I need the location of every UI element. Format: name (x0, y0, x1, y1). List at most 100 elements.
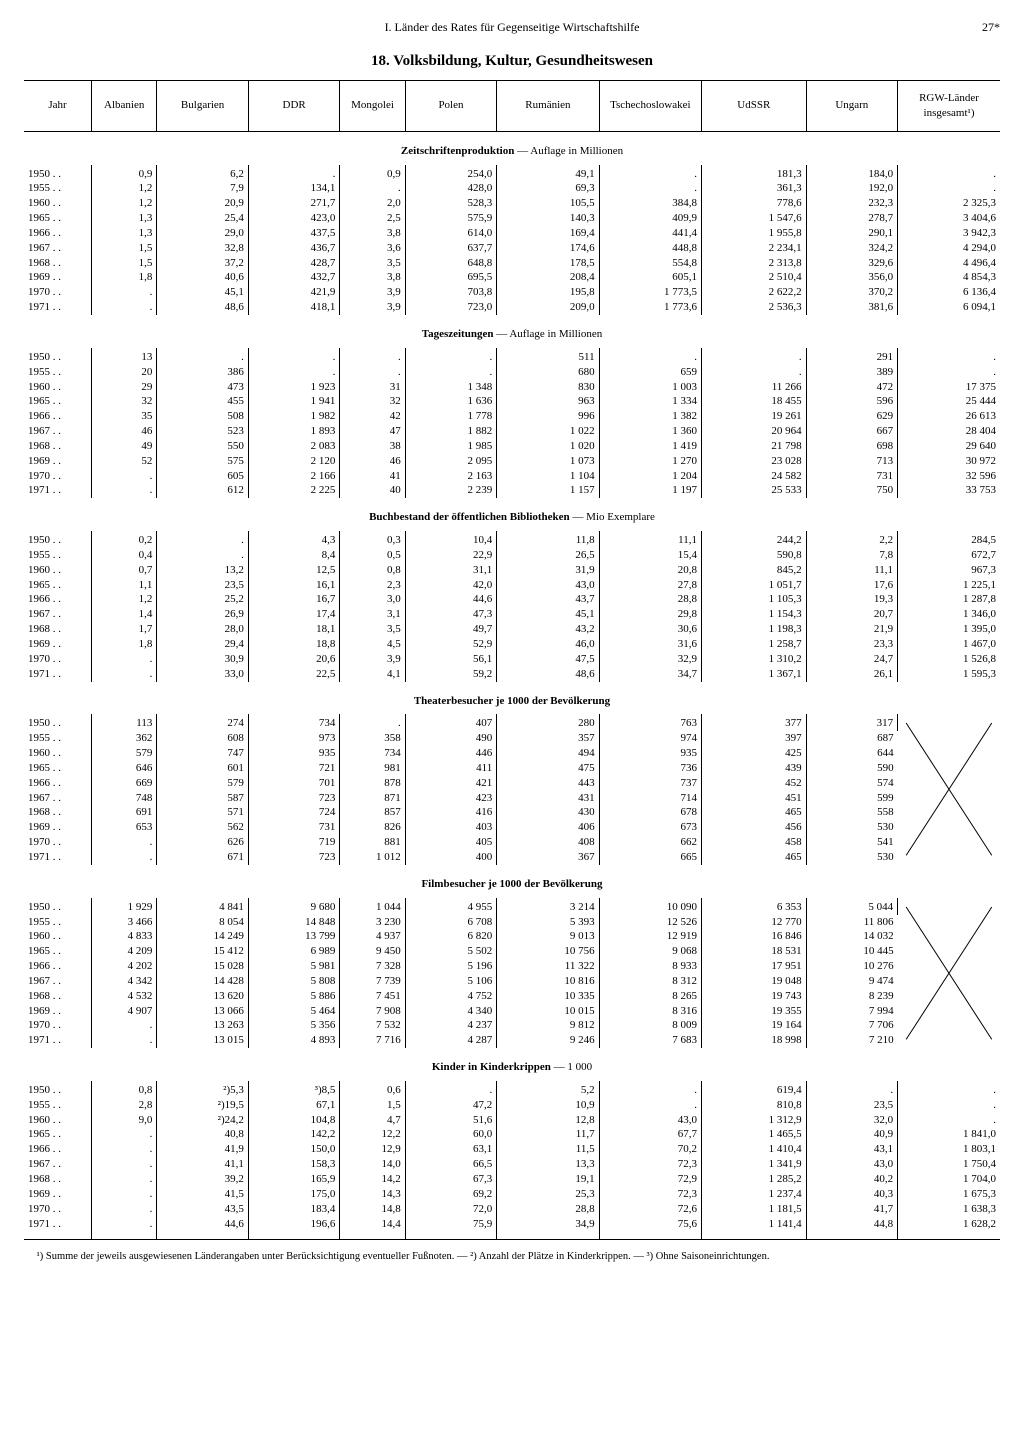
data-cell: 723,0 (405, 300, 497, 315)
data-cell: 377 (702, 714, 807, 731)
data-cell: . (898, 348, 1000, 365)
data-cell: 11,1 (806, 563, 898, 578)
data-cell: 280 (497, 714, 599, 731)
data-cell: 1 467,0 (898, 637, 1000, 652)
col-header: Alba­nien (92, 81, 157, 132)
data-cell: 291 (806, 348, 898, 365)
data-cell: 3,8 (340, 270, 405, 285)
data-cell: 11 806 (806, 915, 898, 930)
data-cell: 1 105,3 (702, 592, 807, 607)
data-cell: 18 531 (702, 944, 807, 959)
data-cell: 458 (702, 835, 807, 850)
data-cell: . (405, 365, 497, 380)
data-cell: 1 341,9 (702, 1157, 807, 1172)
data-cell: 7 683 (599, 1033, 701, 1048)
data-cell: 178,5 (497, 256, 599, 271)
data-cell: 41,5 (157, 1187, 249, 1202)
data-cell: 9 450 (340, 944, 405, 959)
data-cell: 4 342 (92, 974, 157, 989)
data-cell: 72,3 (599, 1187, 701, 1202)
data-cell: 140,3 (497, 211, 599, 226)
data-cell: 3,9 (340, 285, 405, 300)
data-cell: 3,1 (340, 607, 405, 622)
year-cell: 1969 . . (24, 1187, 92, 1202)
data-cell: 1 923 (248, 380, 340, 395)
data-cell: 878 (340, 776, 405, 791)
data-cell: 1 012 (340, 850, 405, 865)
page-number: 27* (982, 20, 1000, 35)
data-cell: 59,2 (405, 667, 497, 682)
data-cell: 8 316 (599, 1004, 701, 1019)
year-cell: 1969 . . (24, 637, 92, 652)
data-cell: 6 353 (702, 898, 807, 915)
year-cell: 1967 . . (24, 1157, 92, 1172)
data-cell: 40,2 (806, 1172, 898, 1187)
data-cell: 575 (157, 454, 249, 469)
data-cell: 9 680 (248, 898, 340, 915)
data-cell: 358 (340, 731, 405, 746)
data-cell: 317 (806, 714, 898, 731)
data-cell: 558 (806, 805, 898, 820)
data-cell: 244,2 (702, 531, 807, 548)
data-cell: 4,3 (248, 531, 340, 548)
data-cell: 367 (497, 850, 599, 865)
data-cell: . (92, 652, 157, 667)
data-cell: 734 (248, 714, 340, 731)
data-cell: 1,3 (92, 226, 157, 241)
data-cell: 362 (92, 731, 157, 746)
data-cell: 695,5 (405, 270, 497, 285)
data-cell: 26,5 (497, 548, 599, 563)
data-cell: 662 (599, 835, 701, 850)
data-cell: 192,0 (806, 181, 898, 196)
data-cell: . (92, 1202, 157, 1217)
data-cell: 4 209 (92, 944, 157, 959)
data-cell: 719 (248, 835, 340, 850)
data-cell: 32 596 (898, 469, 1000, 484)
data-cell: 2 536,3 (702, 300, 807, 315)
data-cell: 935 (599, 746, 701, 761)
data-cell: 14 032 (806, 929, 898, 944)
year-cell: 1960 . . (24, 196, 92, 211)
data-cell: 47,3 (405, 607, 497, 622)
data-cell: 432,7 (248, 270, 340, 285)
data-cell: 67,1 (248, 1098, 340, 1113)
data-cell: 2,0 (340, 196, 405, 211)
data-cell: 0,7 (92, 563, 157, 578)
data-cell: 11 266 (702, 380, 807, 395)
data-cell: 4 854,3 (898, 270, 1000, 285)
data-cell: 5 196 (405, 959, 497, 974)
year-cell: 1968 . . (24, 256, 92, 271)
data-cell: 810,8 (702, 1098, 807, 1113)
data-cell: 437,5 (248, 226, 340, 241)
data-cell: . (340, 365, 405, 380)
data-cell: 386 (157, 365, 249, 380)
data-cell: 5 356 (248, 1018, 340, 1033)
data-cell: 1 778 (405, 409, 497, 424)
section-title: Tageszeitungen — Auflage in Millionen (24, 315, 1000, 348)
data-cell: 614,0 (405, 226, 497, 241)
data-cell: 20,9 (157, 196, 249, 211)
data-cell: 2,5 (340, 211, 405, 226)
data-cell: 29,8 (599, 607, 701, 622)
data-cell: 72,9 (599, 1172, 701, 1187)
data-cell: 11,5 (497, 1142, 599, 1157)
data-cell: ²)5,3 (157, 1081, 249, 1098)
data-cell: 7,9 (157, 181, 249, 196)
data-cell: 13,2 (157, 563, 249, 578)
data-cell: 67,7 (599, 1127, 701, 1142)
data-cell: 665 (599, 850, 701, 865)
data-cell: 15 028 (157, 959, 249, 974)
data-cell: 571 (157, 805, 249, 820)
data-cell: 1 181,5 (702, 1202, 807, 1217)
data-cell: 4 907 (92, 1004, 157, 1019)
year-cell: 1955 . . (24, 1098, 92, 1113)
data-cell: 70,2 (599, 1142, 701, 1157)
data-cell: 1,2 (92, 181, 157, 196)
data-cell: 75,9 (405, 1217, 497, 1240)
data-cell: . (92, 850, 157, 865)
data-cell: 27,8 (599, 578, 701, 593)
col-header: Bulgarien (157, 81, 249, 132)
data-cell: 13 263 (157, 1018, 249, 1033)
data-cell: 8 054 (157, 915, 249, 930)
data-cell: 425 (702, 746, 807, 761)
